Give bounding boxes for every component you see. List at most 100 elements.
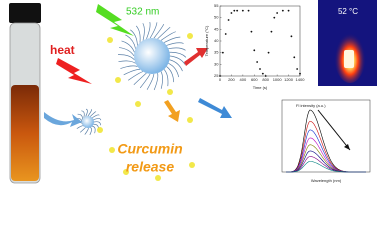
data-point (241, 9, 244, 12)
ligand (163, 69, 169, 87)
ligand (84, 127, 89, 135)
ligand (121, 40, 135, 53)
ligand (133, 72, 147, 85)
ligand (166, 66, 175, 83)
y-tick-label: 55 (214, 3, 219, 8)
arrowhead (344, 144, 350, 150)
y-tick-label: 45 (214, 26, 219, 31)
x-tick-label: 1400 (296, 77, 306, 82)
data-point (221, 51, 224, 54)
data-point (230, 12, 233, 14)
core (82, 116, 94, 128)
y-tick-label: 50 (214, 15, 219, 20)
data-point (253, 49, 256, 52)
x-tick-label: 1200 (284, 77, 294, 82)
y-axis-label: Temperature (°C) (204, 25, 209, 56)
ligand (153, 73, 159, 91)
heat-bolt (56, 58, 92, 84)
data-point (267, 51, 270, 54)
x-tick-label: 800 (262, 77, 269, 82)
ligand (130, 29, 138, 46)
ligand (118, 60, 136, 64)
thermal-temp: 52 °C (338, 7, 358, 16)
x-axis-label: Wavelength (nm) (311, 178, 342, 183)
y-tick-label: 30 (214, 61, 219, 66)
data-point (250, 30, 253, 33)
data-point (219, 75, 221, 77)
ligand (93, 121, 101, 126)
ligand (76, 125, 85, 129)
data-point (273, 16, 276, 19)
ligand (169, 55, 186, 65)
ligand (123, 69, 140, 76)
x-axis-label: Time (s) (253, 85, 268, 90)
ligand (146, 73, 155, 90)
ligand (142, 23, 145, 41)
ligand (168, 63, 180, 78)
ligand (92, 125, 96, 134)
data-point (296, 68, 299, 70)
spectrum (286, 161, 366, 173)
data-point (287, 9, 290, 12)
arrow (164, 100, 180, 122)
temperature-plot: Time (s) Temperature (°C) 0 200 400 600 800 1… (204, 3, 305, 90)
ligand (169, 51, 187, 58)
ligand (92, 114, 100, 119)
y-tick-label: 35 (214, 50, 219, 55)
ligand (169, 59, 183, 72)
x-tick-label: 400 (240, 77, 247, 82)
arrow (198, 98, 232, 118)
arrow (44, 112, 82, 127)
ligand (93, 118, 102, 121)
y-tick-label: 25 (214, 73, 219, 78)
data-point (233, 9, 236, 12)
data-point (293, 56, 296, 59)
ligand (77, 113, 83, 120)
data-point (270, 30, 273, 33)
data-point (261, 72, 264, 75)
data-point (256, 61, 259, 63)
data-point (236, 9, 239, 12)
release-label: release (126, 159, 174, 175)
ligand (87, 109, 92, 117)
fluorescence-plot: Wavelength (nm) Fl intensity (a.u.) (281, 99, 371, 183)
vial (9, 3, 41, 184)
ligand (125, 34, 136, 49)
small-nanoparticle (74, 108, 102, 136)
ligand (135, 25, 141, 43)
ligand (160, 31, 176, 41)
ligand (166, 42, 184, 46)
y-tick-label: 40 (214, 38, 219, 43)
graphical-abstract: 532 nm heat Curcumin release 52 °C Time … (9, 0, 377, 184)
ligand (146, 21, 151, 40)
laser-label: 532 nm (126, 7, 159, 18)
ligand (79, 127, 87, 133)
ligand (153, 23, 165, 39)
heat-label: heat (50, 43, 75, 57)
data-point (259, 68, 261, 70)
release-label: Curcumin (117, 141, 182, 157)
decrease-arrow (317, 109, 351, 151)
data-point (247, 9, 250, 12)
ligand (163, 36, 181, 43)
laser-bolt (96, 4, 134, 36)
arrow (184, 48, 208, 66)
ligand (119, 47, 135, 57)
ligand (120, 65, 138, 69)
y-axis-label: Fl intensity (a.u.) (296, 103, 326, 108)
data-point (224, 33, 227, 35)
ligand (85, 108, 88, 117)
ligand (90, 111, 97, 117)
x-tick-label: 0 (219, 77, 222, 82)
data-point (227, 19, 230, 21)
data-point (299, 72, 301, 75)
x-tick-label: 1000 (273, 77, 283, 82)
ligand (157, 27, 171, 40)
core (134, 38, 170, 74)
ligand (81, 110, 85, 118)
ligand (160, 71, 163, 89)
ligand (128, 71, 144, 81)
thermal-image (318, 0, 377, 86)
data-point (281, 9, 284, 12)
curcumin-dots (97, 33, 195, 181)
